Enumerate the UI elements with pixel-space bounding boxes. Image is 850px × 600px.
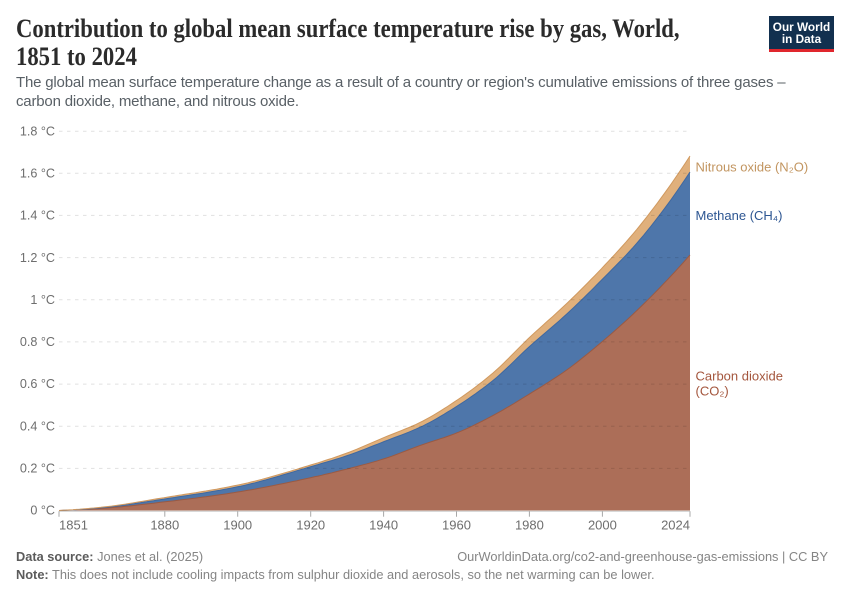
svg-text:0.6 °C: 0.6 °C [20, 377, 55, 391]
svg-text:Carbon dioxide: Carbon dioxide [696, 369, 783, 384]
svg-text:2000: 2000 [588, 518, 617, 533]
svg-text:1851: 1851 [59, 518, 88, 533]
svg-text:2024: 2024 [661, 518, 690, 533]
svg-text:Methane (CH₄): Methane (CH₄) [696, 208, 783, 223]
svg-text:1920: 1920 [296, 518, 325, 533]
svg-text:0 °C: 0 °C [30, 504, 55, 518]
svg-text:1.6 °C: 1.6 °C [20, 167, 55, 181]
svg-text:0.2 °C: 0.2 °C [20, 462, 55, 476]
svg-text:1.8 °C: 1.8 °C [20, 124, 55, 138]
svg-text:0.8 °C: 0.8 °C [20, 335, 55, 349]
svg-text:1.2 °C: 1.2 °C [20, 251, 55, 265]
svg-text:(CO₂): (CO₂) [696, 384, 729, 399]
svg-text:1900: 1900 [223, 518, 252, 533]
svg-text:0.4 °C: 0.4 °C [20, 419, 55, 433]
svg-text:1960: 1960 [442, 518, 471, 533]
svg-text:1.4 °C: 1.4 °C [20, 209, 55, 223]
svg-text:1980: 1980 [515, 518, 544, 533]
svg-text:Nitrous oxide (N₂O): Nitrous oxide (N₂O) [696, 160, 809, 175]
svg-text:1940: 1940 [369, 518, 398, 533]
svg-text:1880: 1880 [150, 518, 179, 533]
svg-text:1 °C: 1 °C [30, 293, 55, 307]
